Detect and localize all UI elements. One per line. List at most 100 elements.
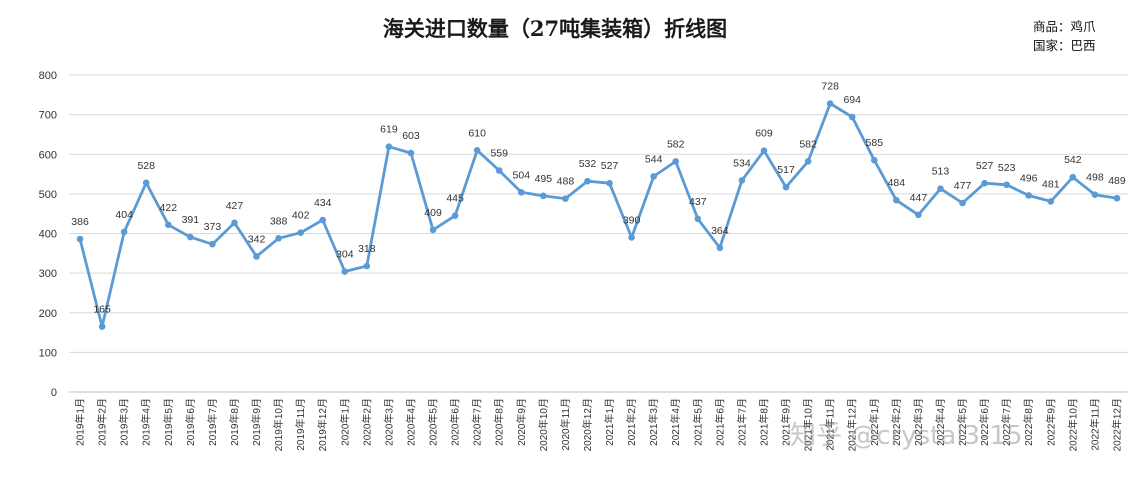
data-point [253, 253, 260, 260]
data-label: 517 [777, 164, 795, 176]
x-tick-label: 2019年10月 [272, 398, 285, 451]
data-point [275, 234, 282, 242]
x-tick-label: 2020年12月 [581, 398, 594, 451]
x-tick-label: 2022年6月 [978, 398, 991, 446]
data-label: 386 [71, 216, 89, 228]
data-label: 434 [314, 197, 332, 209]
x-tick-label: 2020年11月 [559, 398, 572, 451]
x-tick-label: 2022年8月 [1022, 398, 1035, 446]
x-tick-label: 2020年8月 [493, 398, 506, 446]
series-line-import-volume [78, 102, 1119, 329]
x-tick-label: 2020年6月 [449, 398, 462, 446]
y-tick-labels: 0 100 200 300 400 500 600 700 800 [39, 70, 57, 399]
data-point [98, 323, 106, 330]
y-tick-label: 300 [39, 268, 57, 280]
country-label: 国家：巴西 [1033, 38, 1096, 53]
x-tick-label: 2019年7月 [206, 398, 219, 446]
data-point [826, 100, 834, 107]
data-point [981, 179, 988, 187]
data-point [1003, 181, 1010, 189]
data-point [672, 158, 680, 165]
data-label: 477 [954, 180, 972, 192]
data-label: 582 [799, 138, 817, 150]
y-tick-label: 800 [39, 70, 57, 82]
data-point [584, 177, 591, 185]
x-tick-label: 2020年1月 [338, 398, 351, 446]
data-points [76, 100, 1121, 330]
data-point [407, 149, 415, 157]
data-point [341, 268, 349, 275]
data-label: 694 [843, 94, 861, 106]
data-label: 390 [623, 214, 641, 226]
data-point [517, 188, 525, 196]
x-tick-label: 2021年4月 [669, 398, 682, 446]
x-tick-label: 2021年7月 [735, 398, 748, 446]
data-point [782, 183, 790, 191]
x-tick-label: 2019年2月 [96, 398, 109, 446]
x-tick-label: 2022年11月 [1088, 398, 1101, 451]
x-tick-label: 2022年9月 [1044, 398, 1057, 446]
data-point [142, 179, 150, 187]
x-tick-label: 2020年5月 [427, 398, 440, 446]
chart-title: 海关进口数量（27吨集装箱）折线图 [383, 16, 727, 41]
y-tick-label: 200 [39, 308, 57, 320]
data-point [870, 156, 878, 164]
data-label: 484 [888, 177, 906, 189]
y-tick-label: 400 [39, 229, 57, 241]
y-tick-label: 100 [39, 347, 57, 359]
data-label: 489 [1108, 175, 1126, 187]
data-label: 404 [115, 209, 133, 221]
product-label: 商品：鸡爪 [1033, 19, 1096, 34]
data-label: 544 [645, 153, 663, 165]
data-point [738, 177, 746, 184]
y-tick-label: 700 [39, 110, 57, 122]
data-label: 391 [182, 214, 200, 226]
x-tick-labels: 2019年1月 2019年2月 2019年3月 2019年4月 2019年5月 2019年… [74, 398, 1124, 451]
data-point [385, 143, 393, 151]
data-point [495, 167, 503, 174]
x-tick-label: 2019年6月 [184, 398, 197, 446]
data-point [1069, 173, 1077, 181]
data-label: 504 [513, 169, 531, 181]
data-point [893, 196, 900, 204]
data-label: 447 [910, 192, 928, 204]
data-point [120, 228, 128, 236]
data-label: 528 [137, 160, 155, 172]
data-label: 542 [1064, 154, 1082, 166]
data-label: 610 [468, 127, 486, 139]
x-tick-label: 2020年2月 [360, 398, 373, 446]
data-point [804, 158, 812, 165]
x-tick-label: 2022年1月 [868, 398, 881, 446]
x-tick-label: 2019年12月 [316, 398, 329, 451]
x-tick-label: 2019年9月 [250, 398, 263, 446]
x-tick-label: 2021年11月 [824, 398, 837, 451]
data-label: 534 [733, 157, 751, 169]
data-label: 318 [358, 243, 376, 255]
data-label: 373 [204, 221, 222, 233]
x-tick-label: 2019年5月 [162, 398, 175, 446]
x-tick-label: 2019年1月 [74, 398, 87, 446]
data-label: 165 [93, 304, 111, 316]
data-point [363, 262, 371, 270]
data-label: 498 [1086, 172, 1104, 184]
x-tick-label: 2020年7月 [471, 398, 484, 446]
data-label: 728 [821, 81, 839, 93]
x-tick-label: 2021年12月 [846, 398, 859, 451]
series-line [78, 102, 1119, 329]
x-tick-label: 2019年3月 [118, 398, 131, 446]
data-point [297, 229, 304, 237]
x-tick-label: 2022年2月 [890, 398, 903, 446]
x-tick-label: 2021年2月 [625, 398, 638, 446]
data-label: 495 [535, 173, 553, 185]
x-tick-label: 2020年3月 [382, 398, 395, 446]
data-label: 603 [402, 130, 420, 142]
x-tick-label: 2020年9月 [515, 398, 528, 446]
data-point [76, 235, 84, 243]
data-label: 427 [226, 200, 244, 212]
data-point [540, 192, 547, 200]
data-point [562, 195, 569, 202]
data-point [959, 199, 966, 207]
y-tick-label: 0 [51, 387, 57, 399]
data-label: 488 [557, 176, 575, 188]
data-label: 527 [976, 160, 994, 172]
